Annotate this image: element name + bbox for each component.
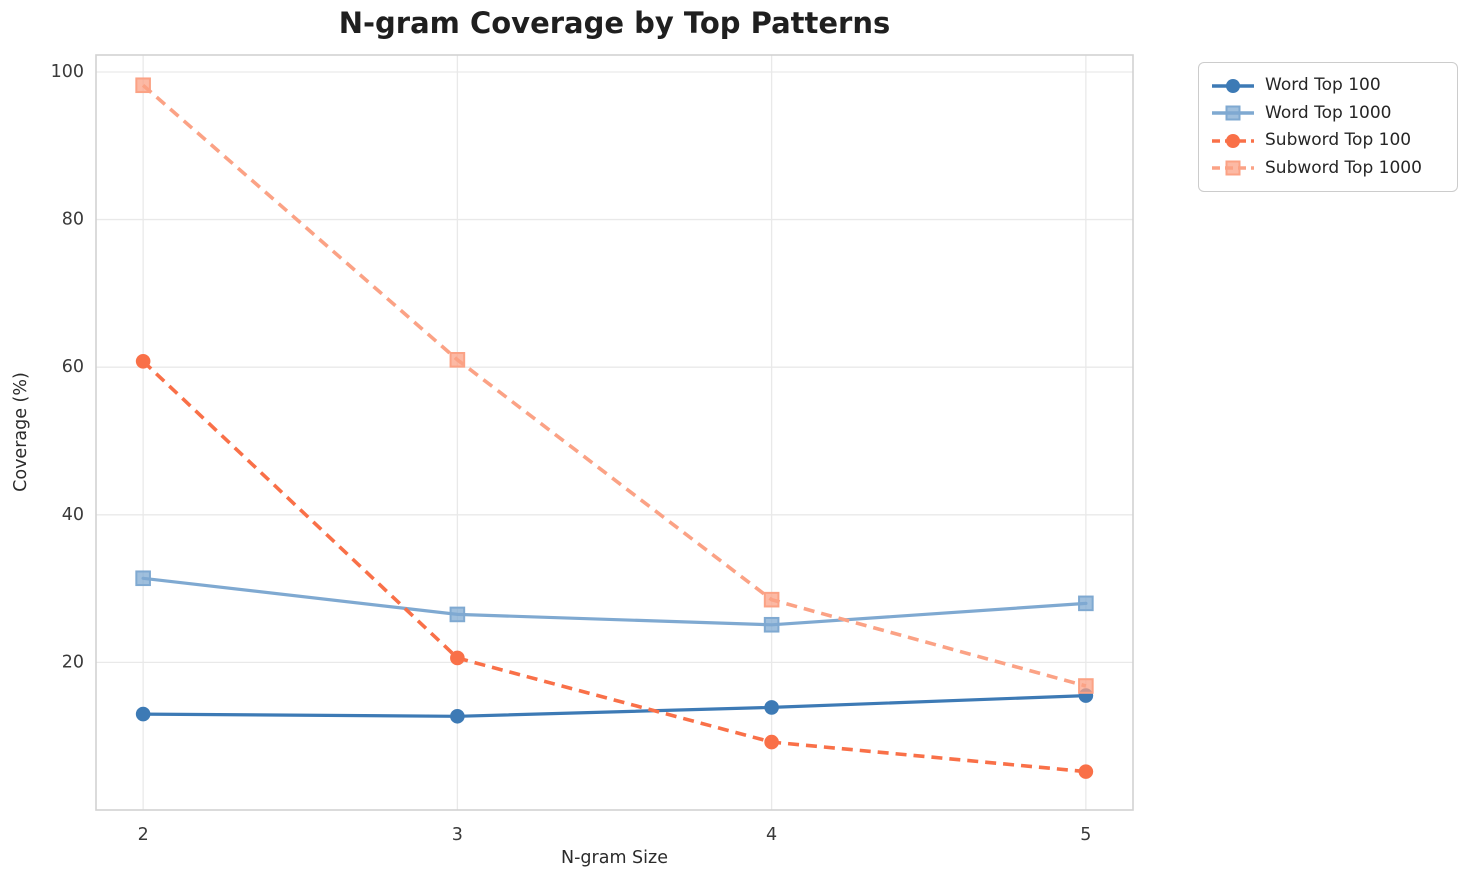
data-point-marker bbox=[1078, 764, 1094, 779]
data-point-marker bbox=[449, 606, 466, 623]
data-point-marker bbox=[1078, 678, 1094, 694]
legend-label: Subword Top 1000 bbox=[1265, 157, 1422, 178]
legend-item-word-top-1000: Word Top 1000 bbox=[1211, 102, 1445, 124]
data-point-marker bbox=[764, 700, 779, 715]
legend-line-circle-icon bbox=[1212, 78, 1254, 93]
y-tick-label: 20 bbox=[62, 652, 84, 672]
legend-dashed-line-circle-icon bbox=[1212, 133, 1254, 148]
x-axis-label: N-gram Size bbox=[561, 848, 668, 868]
series-line-word-top-1000 bbox=[141, 576, 1088, 627]
legend-dashed-line-square-icon bbox=[1212, 160, 1254, 176]
legend-item-subword-top-100: Subword Top 100 bbox=[1211, 130, 1445, 152]
legend-label: Word Top 100 bbox=[1265, 75, 1381, 96]
legend-label: Subword Top 100 bbox=[1265, 130, 1412, 151]
data-point-marker bbox=[764, 734, 779, 750]
data-point-marker bbox=[135, 77, 151, 94]
plot-border bbox=[95, 54, 1134, 811]
series-line-word-top-100 bbox=[141, 694, 1088, 718]
data-point-marker bbox=[763, 591, 780, 608]
data-point-marker bbox=[450, 708, 465, 724]
data-point-marker bbox=[450, 650, 465, 666]
data-point-marker bbox=[763, 616, 780, 633]
x-tick-label: 5 bbox=[1080, 825, 1091, 845]
y-tick-label: 80 bbox=[62, 210, 84, 230]
legend-item-word-top-100: Word Top 100 bbox=[1211, 75, 1445, 97]
data-point-marker bbox=[1078, 595, 1094, 612]
series-line-subword-top-100 bbox=[141, 359, 1087, 774]
data-point-marker bbox=[135, 706, 151, 722]
data-point-marker bbox=[135, 570, 151, 587]
series-line-subword-top-1000 bbox=[141, 83, 1087, 688]
x-tick-label: 3 bbox=[452, 825, 463, 845]
y-tick-label: 60 bbox=[62, 357, 84, 377]
y-axis-label: Coverage (%) bbox=[11, 372, 31, 492]
legend-label: Word Top 1000 bbox=[1265, 102, 1392, 123]
chart-title: N-gram Coverage by Top Patterns bbox=[338, 6, 891, 40]
legend-item-subword-top-1000: Subword Top 1000 bbox=[1211, 157, 1445, 179]
y-tick-label: 40 bbox=[62, 505, 84, 525]
legend-line-square-icon bbox=[1212, 105, 1254, 121]
y-tick-label: 100 bbox=[51, 62, 84, 82]
data-point-marker bbox=[135, 353, 151, 369]
data-point-marker bbox=[449, 352, 466, 368]
x-tick-label: 4 bbox=[766, 825, 777, 845]
legend: Word Top 100 Word Top 1000 Subword Top 1… bbox=[1198, 62, 1458, 192]
x-tick-label: 2 bbox=[138, 825, 149, 845]
